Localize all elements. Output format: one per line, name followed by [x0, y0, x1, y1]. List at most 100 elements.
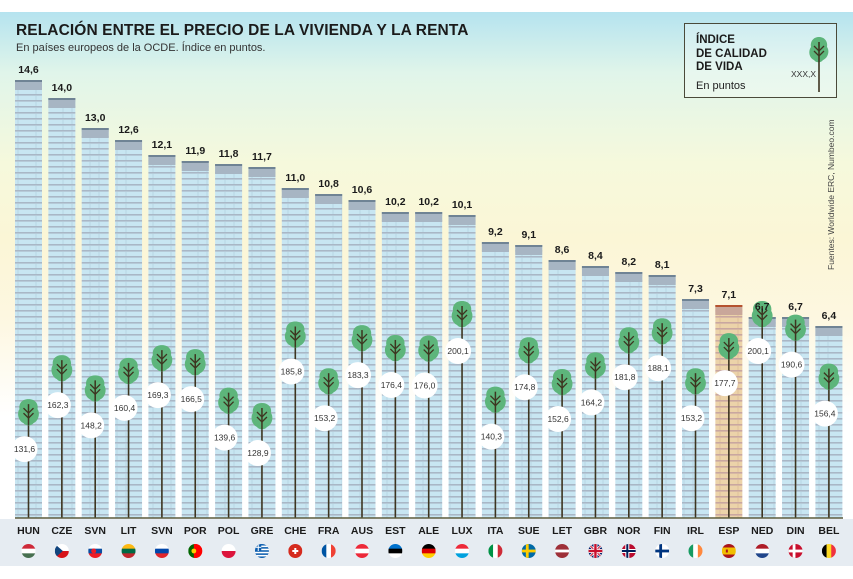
legend-title-line: DE VIDA	[696, 61, 743, 73]
tree-value-label: 164,2	[581, 397, 603, 407]
legend-subtitle: En puntos	[696, 80, 746, 92]
building-roof-trim	[515, 245, 543, 247]
building-roof	[548, 260, 576, 270]
france-flag-icon	[321, 544, 336, 558]
tree-value-badge	[211, 424, 238, 451]
tree-value-badge	[545, 406, 572, 433]
finland-flag-icon	[655, 544, 670, 558]
country-label: FRA	[318, 525, 340, 537]
building-roof-trim	[415, 212, 443, 214]
latvia-flag-icon	[555, 544, 570, 558]
bar-value-label: 11,9	[185, 145, 205, 157]
country-label: SUE	[518, 525, 540, 537]
tree-value-badge	[511, 374, 538, 401]
tree-value-label: 190,6	[781, 360, 803, 370]
building-roof	[415, 212, 443, 222]
country-label: ESP	[718, 525, 739, 537]
tree-value-label: 153,2	[314, 413, 336, 423]
country-label: POL	[218, 525, 240, 537]
building-roof	[348, 200, 376, 210]
bar-value-label: 10,2	[418, 196, 439, 208]
building-roof-trim	[481, 242, 509, 244]
tree-marker: 156,4	[811, 363, 840, 518]
country-label: SVN	[84, 525, 106, 537]
country-footer	[0, 519, 853, 566]
country-label: CZE	[51, 525, 72, 537]
building-roof-trim	[215, 164, 243, 166]
tree-value-label: 139,6	[214, 433, 236, 443]
tree-icon	[809, 37, 829, 92]
country-label: HUN	[17, 525, 40, 537]
uk-flag-icon	[588, 544, 603, 558]
tree-marker: 183,3	[345, 325, 373, 518]
country-label: LIT	[121, 525, 137, 537]
country-label: FIN	[654, 525, 671, 537]
building-roof-trim	[682, 299, 709, 301]
portugal-flag-icon	[188, 544, 203, 558]
building-roof	[15, 80, 42, 90]
tree-marker: 153,2	[311, 368, 340, 518]
building-roof	[448, 215, 476, 225]
bar-value-label: 7,1	[722, 289, 737, 301]
bar-value-label: 8,2	[621, 256, 636, 268]
tree-value-label: 183,3	[347, 370, 369, 380]
bar-value-label: 10,1	[452, 199, 473, 211]
bar-value-label: 11,8	[219, 148, 239, 160]
country-label: SVN	[151, 525, 173, 537]
bar-value-label: 8,4	[588, 250, 603, 262]
country-label: POR	[184, 525, 207, 537]
tree-value-badge	[144, 382, 171, 409]
tree-value-label: 200,1	[447, 346, 469, 356]
building-roof-trim	[81, 128, 109, 130]
tree-value-badge	[645, 355, 672, 382]
tree-marker: 200,1	[745, 301, 773, 518]
tree-value-label: 148,2	[81, 420, 103, 430]
tree-marker: 176,0	[411, 335, 440, 518]
building-roof	[648, 275, 676, 285]
legend-sample-value: XXX,X	[791, 69, 817, 79]
hungary-flag-icon	[21, 544, 36, 558]
building-roof-trim	[348, 200, 376, 202]
tree-marker: 148,2	[78, 375, 106, 518]
building-roof	[682, 299, 709, 309]
legend-box: ÍNDICE DE CALIDAD DE VIDA En puntos XXX,…	[684, 23, 837, 98]
tree-marker: 166,5	[178, 349, 206, 518]
tree-value-label: 160,4	[114, 403, 136, 413]
building-roof	[215, 164, 243, 174]
building-roof-trim	[548, 260, 576, 262]
belgium-flag-icon	[821, 544, 836, 558]
italy-flag-icon	[488, 544, 503, 558]
country-label: ALE	[418, 525, 439, 537]
building-roof-trim	[15, 80, 42, 82]
bar-value-label: 11,7	[252, 151, 272, 163]
tree-marker: 128,9	[244, 403, 273, 518]
building-roof	[515, 245, 543, 255]
tree-value-label: 176,4	[381, 380, 403, 390]
slovakia-flag-icon	[88, 544, 103, 558]
tree-marker: 185,8	[278, 321, 306, 518]
tree-value-badge	[244, 440, 271, 466]
tree-value-label: 177,7	[714, 378, 736, 388]
bar-value-label: 6,7	[755, 301, 770, 313]
bar-value-label: 14,6	[18, 64, 39, 76]
building-roof	[115, 140, 143, 150]
country-label: ITA	[487, 525, 504, 537]
norway-flag-icon	[621, 544, 636, 558]
bar-value-label: 10,6	[352, 184, 373, 196]
bar-value-label: 14,0	[52, 82, 73, 94]
country-label: GRE	[251, 525, 274, 537]
chart-subtitle: En países europeos de la OCDE. Índice en…	[16, 42, 266, 54]
building-roof-trim	[48, 98, 76, 100]
tree-value-badge	[745, 338, 772, 364]
building-roof-trim	[715, 305, 743, 307]
building-roof-trim	[381, 212, 409, 214]
tree-marker: 162,3	[44, 355, 73, 518]
building-roof-trim	[648, 275, 676, 277]
austria-flag-icon	[355, 544, 369, 558]
building-roof	[715, 305, 743, 315]
tree-marker: 176,4	[378, 334, 406, 518]
tree-value-badge	[378, 371, 405, 398]
building-roof	[315, 194, 343, 204]
building-roof-trim	[181, 161, 209, 163]
czech-flag-icon	[54, 544, 69, 558]
